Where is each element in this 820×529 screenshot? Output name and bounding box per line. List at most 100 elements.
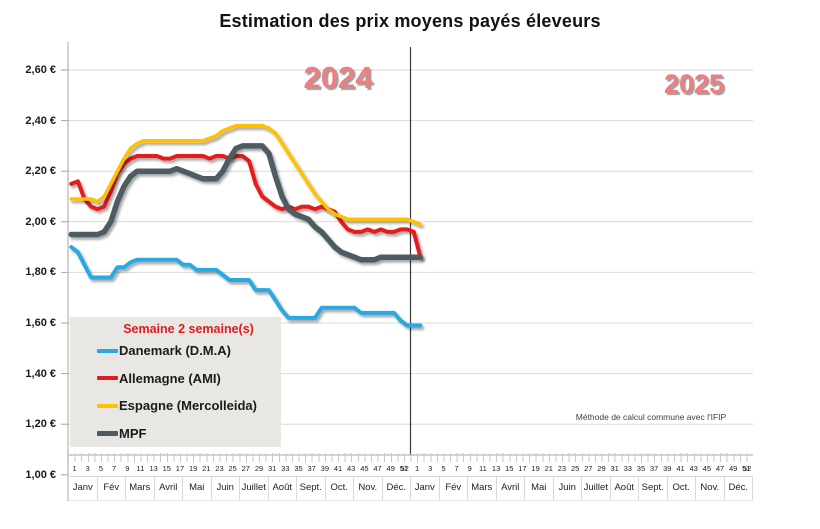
x-axis-week-labels: 1 3 5 7 9 11 13 15 17 19 21 23 25 27 29 31 33 35 37 39 41 43 4… xyxy=(68,462,753,475)
week-label: 3 xyxy=(428,464,433,473)
legend-swatch xyxy=(97,348,118,353)
month-label: Avril xyxy=(153,477,183,500)
week-label: 39 xyxy=(663,464,672,473)
week-label: 51 xyxy=(399,464,409,473)
legend-item: Allemagne (AMI) xyxy=(70,365,281,393)
month-label: Juillet xyxy=(239,477,268,500)
week-label: 35 xyxy=(294,464,303,473)
week-label: 31 xyxy=(610,464,619,473)
week-label: 11 xyxy=(479,464,487,473)
month-label: Fév xyxy=(438,477,468,500)
month-label: Janv xyxy=(68,477,97,500)
month-label: Nov. xyxy=(353,477,382,500)
x-axis-week-ticks xyxy=(68,453,753,462)
week-label: 47 xyxy=(715,464,725,473)
annotation-ifip: Méthode de calcul commune avec l'IFIP xyxy=(575,412,727,422)
week-label: 27 xyxy=(241,464,250,473)
week-label: 19 xyxy=(188,464,198,473)
week-label: 17 xyxy=(175,464,185,473)
week-label: 7 xyxy=(454,464,459,473)
week-label: 51 xyxy=(742,464,751,473)
month-label: Août xyxy=(609,477,639,500)
month-label: Avril xyxy=(495,477,525,500)
month-label: Mars xyxy=(125,477,154,500)
week-label: 25 xyxy=(228,464,237,473)
week-label: 45 xyxy=(360,464,369,473)
week-label: 49 xyxy=(729,464,738,473)
week-label: 33 xyxy=(623,464,632,473)
legend-item-label: Danemark (D.M.A) xyxy=(119,343,231,359)
week-label: 11 xyxy=(136,464,145,473)
week-label: 15 xyxy=(505,464,514,473)
legend-item-label: Allemagne (AMI) xyxy=(119,370,221,386)
y-axis-label: 2,00 € xyxy=(25,215,56,228)
week-label: 25 xyxy=(570,464,580,473)
legend-item: MPF xyxy=(70,420,281,448)
month-label: Juin xyxy=(552,477,582,500)
week-label: 41 xyxy=(333,464,343,473)
week-label: 37 xyxy=(307,464,316,473)
week-label: 15 xyxy=(162,464,171,473)
series-line-danemark-d-m-a xyxy=(69,245,423,328)
week-label: 33 xyxy=(281,464,290,473)
month-label: Juillet xyxy=(581,477,610,500)
legend-item: Espagne (Mercolleida) xyxy=(70,392,281,420)
week-label: 23 xyxy=(215,464,224,473)
y-axis-label: 1,40 € xyxy=(25,367,56,380)
week-label: 21 xyxy=(202,464,211,473)
month-label: Juin xyxy=(210,477,240,500)
y-axis-label: 1,80 € xyxy=(25,266,56,279)
month-label: Oct. xyxy=(324,477,354,500)
month-label: Oct. xyxy=(666,477,696,500)
week-label: 35 xyxy=(636,464,646,473)
week-label: 1 xyxy=(414,464,420,473)
week-label: 43 xyxy=(689,464,698,473)
legend-swatch xyxy=(97,430,118,436)
week-label: 19 xyxy=(531,464,540,473)
week-label: 29 xyxy=(597,464,606,473)
week-label: 9 xyxy=(467,464,472,473)
y-axis-label: 1,00 € xyxy=(25,468,56,481)
month-label: Fév xyxy=(96,477,126,500)
month-label: Janv xyxy=(410,477,439,500)
legend: Semaine 2 semaine(s) Danemark (D.M.A) All… xyxy=(70,317,281,447)
week-label: 23 xyxy=(557,464,567,473)
week-label: 41 xyxy=(676,464,685,473)
month-label: Sept. xyxy=(296,477,325,500)
legend-title: Semaine 2 semaine(s) xyxy=(123,322,254,336)
chart-title: Estimation des prix moyens payés éleveur… xyxy=(219,11,601,31)
series-line-mpf xyxy=(68,143,424,263)
month-label: Déc. xyxy=(381,477,411,500)
y-axis-label: 2,20 € xyxy=(25,165,56,178)
week-label: 45 xyxy=(702,464,711,473)
week-label: 5 xyxy=(98,464,104,473)
month-label: Mars xyxy=(467,477,496,500)
month-label: Nov. xyxy=(695,477,724,500)
series-line-espagne-mercolleida xyxy=(69,123,423,227)
month-label: Sept. xyxy=(638,477,667,500)
year-label-2024: 2024 xyxy=(303,60,373,95)
x-axis-month-labels: Janv Fév Mars Avril Mai Juin Juillet Août Sept. O… xyxy=(68,476,753,501)
series-line-allemagne-ami xyxy=(69,154,423,260)
week-label: 31 xyxy=(267,464,277,473)
y-axis-label: 1,20 € xyxy=(25,418,56,431)
month-label: Août xyxy=(267,477,297,500)
week-label: 13 xyxy=(149,464,158,473)
legend-item-label: MPF xyxy=(119,425,147,441)
legend-swatch xyxy=(97,403,118,408)
year-label-2025: 2025 xyxy=(663,69,725,99)
legend-item-label: Espagne (Mercolleida) xyxy=(119,398,257,414)
legend-items: Danemark (D.M.A) Allemagne (AMI) Espagne (… xyxy=(70,337,281,447)
y-axis-label: 1,60 € xyxy=(25,317,56,329)
y-axis-label: 2,60 € xyxy=(25,64,56,76)
week-label: 29 xyxy=(254,464,264,473)
week-label: 13 xyxy=(491,464,501,473)
legend-item: Danemark (D.M.A) xyxy=(70,337,281,365)
week-label: 9 xyxy=(125,464,130,473)
week-label: 7 xyxy=(112,464,117,473)
legend-swatch xyxy=(97,376,118,381)
week-label: 1 xyxy=(72,464,77,473)
week-label: 3 xyxy=(85,464,90,473)
month-label: Mai xyxy=(182,477,211,500)
